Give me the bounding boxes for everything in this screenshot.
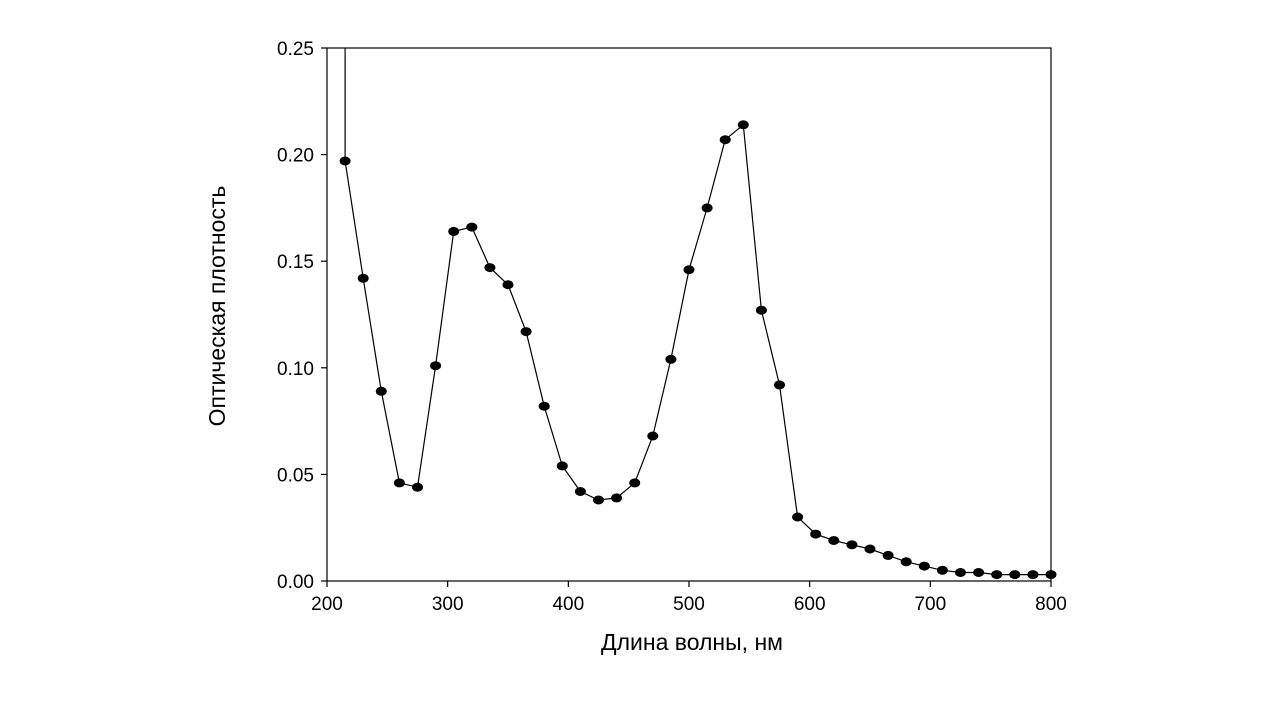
data-point [792,512,804,522]
x-axis-title: Длина волны, нм [601,629,783,655]
data-point [339,156,351,166]
plot-frame [326,47,1052,582]
x-tick-label: 600 [794,594,826,615]
data-point [375,386,387,396]
data-point [484,263,496,273]
y-tick-label: 0.00 [277,572,314,593]
data-point [774,380,785,390]
data-point [466,222,478,232]
data-point [520,327,532,337]
x-tick-label: 700 [914,594,946,615]
data-point [719,135,731,145]
data-point [556,461,568,471]
y-tick-label: 0.15 [277,252,314,273]
data-point [502,280,514,290]
data-point [683,265,695,275]
data-point [357,273,369,283]
y-tick-label: 0.25 [277,39,314,60]
data-point [448,226,460,236]
data-point [412,482,423,492]
data-point [430,361,442,371]
y-tick-label: 0.20 [277,146,314,167]
data-point [955,568,966,577]
data-point [574,487,586,496]
data-point [629,478,641,488]
data-point [991,570,1003,580]
data-point [755,305,767,315]
data-point [593,495,604,505]
x-tick-label: 300 [432,594,464,615]
data-point [882,550,894,560]
y-axis-title: Оптическая плотность [204,186,230,427]
data-point [538,401,550,411]
y-tick-label: 0.10 [277,359,314,380]
x-tick-label: 500 [673,594,705,615]
data-point [665,354,677,364]
data-point [936,565,948,575]
x-tick-label: 800 [1035,594,1067,615]
data-point [701,203,713,213]
data-point [828,536,840,545]
data-point [1045,570,1057,580]
data-point [846,540,858,550]
data-point [1009,570,1021,580]
y-tick-label: 0.05 [277,465,314,486]
x-tick-label: 200 [311,594,343,615]
series-line [344,48,1051,576]
data-point [647,431,659,441]
x-tick-label: 400 [552,594,584,615]
data-point [973,568,985,577]
data-point [810,529,822,539]
data-point [864,544,876,554]
x-axis: 200 300 400 500 600 700 800 [311,581,1067,615]
series-layer [339,48,1057,580]
data-point [1027,570,1039,580]
data-point [611,493,623,503]
data-point [918,561,930,571]
data-point [737,120,749,130]
y-axis: 0.00 0.05 0.10 0.15 0.20 0.25 [277,39,327,593]
data-point [393,478,405,488]
data-point [900,557,912,567]
